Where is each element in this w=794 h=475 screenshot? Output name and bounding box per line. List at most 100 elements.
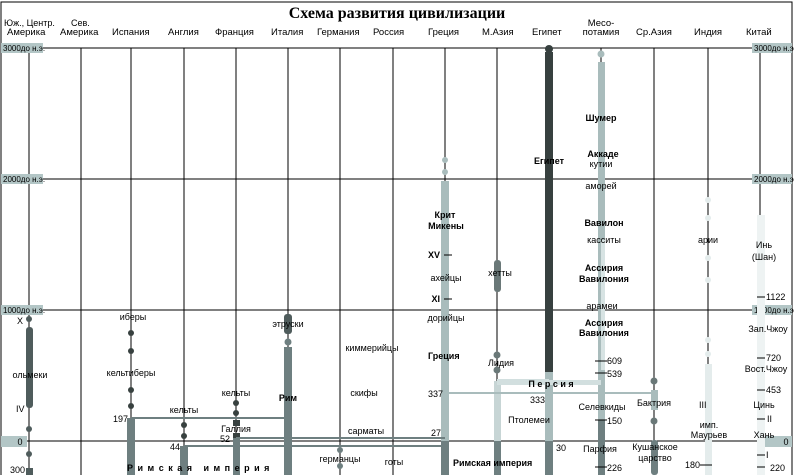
label-iv: IV [16,404,25,414]
label-453: 453 [766,385,781,395]
label-gretsia: Греция [428,351,460,361]
persia-band [497,380,601,385]
header-spain: Испания [112,27,150,38]
header-egypt: Египет [532,27,562,38]
label-han: Хань [754,430,775,440]
label-i: I [766,450,769,460]
label-zapchzhou: Зап.Чжоу [748,324,788,334]
label-aheitsy: ахейцы [430,273,461,283]
etruscan-bar [284,314,292,334]
header-england: Англия [168,27,199,38]
label-aramei: арамеи [586,301,617,311]
label-197: 197 [113,414,128,424]
label-vostchzhou: Вост.Чжоу [745,364,788,374]
label-kushan-2: царство [638,453,671,463]
label-arii: арии [698,235,718,245]
label-gallia: Галлия [221,424,251,434]
civilization-bars [26,45,765,475]
label-doriitsy: дорийцы [428,313,465,323]
label-persia: П е р с и я [528,379,573,389]
label-shan: (Шан) [752,252,776,262]
header-asia-minor: М.Азия [482,27,514,38]
label-mauriev: Маурьев [691,430,728,440]
label-roman-empire-greece: Римская империя [453,458,532,468]
label-rim: Рим [279,393,298,403]
label-kutii: кутии [590,159,613,169]
label-germantsy: германцы [320,454,361,464]
header-france: Франция [215,27,254,38]
label-720: 720 [766,353,781,363]
label-krit: Крит [435,210,457,220]
grid-lines [1,47,792,475]
label-ii: II [767,414,772,424]
time-3000-left: 3000до н.э. [3,44,45,53]
label-assiria-2: Ассирия [585,318,623,328]
header-china: Китай [746,27,772,38]
label-assiria-1: Ассирия [585,263,623,273]
time-2000-left: 2000до н.э. [3,175,45,184]
label-27: 27 [431,428,441,438]
header-mesopotamia-2: потамия [583,27,620,38]
india-bar [705,364,712,475]
label-skify: скифы [350,388,377,398]
time-0-left: 0 [17,437,22,447]
header-russia: Россия [373,27,404,38]
header-greece: Греция [428,27,459,38]
label-kelty-england: кельты [170,405,199,415]
label-30: 30 [556,443,566,453]
label-egipet: Египет [534,156,565,166]
label-226: 226 [607,463,622,473]
time-0-right: 0 [783,437,788,447]
label-xv: XV [428,250,440,260]
greece-bar [441,181,449,441]
label-kassity: касситы [587,235,621,245]
time-axis: 3000до н.э. 3000до н.э. 2000до н.э. 2000… [1,43,794,475]
diagram-title: Схема развития цивилизации [289,5,506,22]
header-germany: Германия [317,27,360,38]
label-mikeny: Микены [428,221,464,231]
header-south-america-2: Америка [7,27,46,38]
label-selevkidy: Селевкиды [579,402,626,412]
label-kushan-1: Кушанское [632,442,678,452]
rome-bar [284,347,292,475]
header-central-asia: Ср.Азия [636,27,672,38]
label-imp: имп. [700,420,719,430]
label-220: 220 [770,463,785,473]
time-3000-right: 3000до н.э. [754,44,794,53]
label-150: 150 [607,416,622,426]
label-amorei: аморей [585,181,616,191]
label-kelty-france: кельты [222,388,251,398]
label-sarmaty: сарматы [348,426,384,436]
label-etruski: этруски [272,319,303,329]
label-tsin: Цинь [753,400,775,410]
label-44: 44 [170,442,180,452]
label-olmeki: ольмеки [13,370,48,380]
label-goty: готы [385,457,403,467]
label-roman-empire: Р и м с к а я и м п е р и я [127,463,270,473]
region-labels: Шумер Аккаде кутии Египет аморей Крит Ми… [13,113,789,473]
label-xi: XI [431,294,440,304]
time-300: 300 [10,465,25,475]
label-vavilon: Вавилон [584,218,623,228]
label-kimmeriitsy: киммерийцы [345,343,398,353]
header-italy: Италия [271,27,303,38]
label-shumer: Шумер [585,113,617,123]
label-parfia: Парфия [583,444,617,454]
label-hetty: хетты [488,268,512,278]
hittites-bar [494,260,501,292]
label-in: Инь [756,240,772,250]
time-1000-right: 1000до н.э. [754,306,794,315]
tick-marks [444,254,765,468]
label-180: 180 [685,460,700,470]
label-ptolemei: Птолемеи [508,415,550,425]
label-keltibery: кельтиберы [107,368,156,378]
header-south-america-1: Юж., Центр. [4,18,55,28]
label-x: X [17,316,23,326]
label-609: 609 [607,356,622,366]
label-lidia: Лидия [488,358,514,368]
time-1000-left: 1000до н.э. [3,306,45,315]
label-52: 52 [220,434,230,444]
label-1122: 1122 [766,292,785,302]
label-333: 333 [530,395,545,405]
